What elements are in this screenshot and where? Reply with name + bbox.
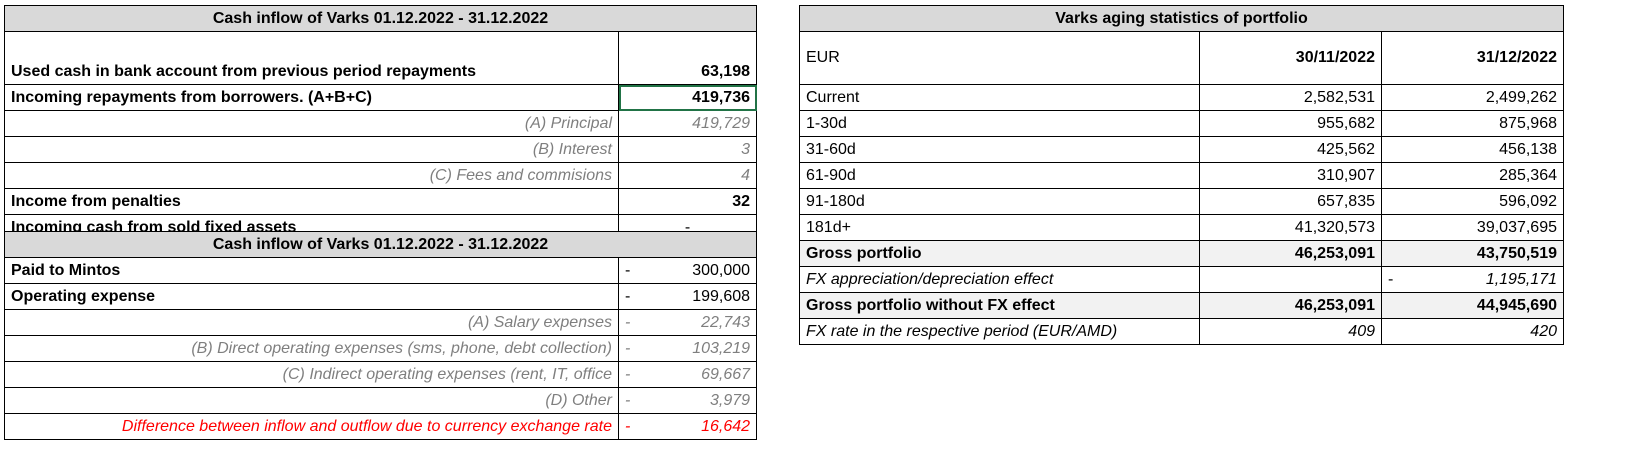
- row-value-2[interactable]: 596,092: [1381, 188, 1564, 215]
- row-sign[interactable]: -: [618, 387, 639, 414]
- row-value[interactable]: 16,642: [638, 413, 758, 440]
- row-sign[interactable]: -: [618, 309, 639, 336]
- row-value[interactable]: 69,667: [638, 361, 758, 388]
- row-value-1[interactable]: 46,253,091: [1199, 292, 1382, 319]
- row-label[interactable]: (A) Salary expenses: [4, 309, 619, 336]
- row-label[interactable]: Used cash in bank account from previous …: [4, 31, 619, 85]
- row-label[interactable]: Operating expense: [4, 283, 619, 310]
- row-sign: -: [1388, 271, 1394, 288]
- row-sign[interactable]: -: [618, 335, 639, 362]
- row-label[interactable]: FX rate in the respective period (EUR/AM…: [799, 318, 1200, 345]
- row-value-1[interactable]: [1199, 266, 1382, 293]
- row-sign[interactable]: -: [618, 283, 639, 310]
- row-value[interactable]: 63,198: [618, 31, 757, 85]
- row-label[interactable]: 61-90d: [799, 162, 1200, 189]
- row-value[interactable]: 199,608: [638, 283, 758, 310]
- row-value[interactable]: 22,743: [638, 309, 758, 336]
- row-value-2[interactable]: 44,945,690: [1381, 292, 1564, 319]
- row-label[interactable]: Gross portfolio without FX effect: [799, 292, 1200, 319]
- row-value-1[interactable]: 409: [1199, 318, 1382, 345]
- row-value-2[interactable]: - 1,195,171: [1381, 266, 1564, 293]
- row-label[interactable]: (D) Other: [4, 387, 619, 414]
- row-label[interactable]: Incoming repayments from borrowers. (A+B…: [4, 84, 619, 111]
- row-value-2[interactable]: 43,750,519: [1381, 240, 1564, 267]
- row-label[interactable]: Paid to Mintos: [4, 257, 619, 284]
- aging-title: Varks aging statistics of portfolio: [799, 5, 1564, 32]
- row-label[interactable]: FX appreciation/depreciation effect: [799, 266, 1200, 293]
- row-value[interactable]: 3: [618, 136, 757, 163]
- header-date-1[interactable]: 30/11/2022: [1199, 31, 1382, 85]
- row-label[interactable]: Current: [799, 84, 1200, 111]
- row-sign[interactable]: -: [618, 257, 639, 284]
- row-value-1[interactable]: 46,253,091: [1199, 240, 1382, 267]
- row-value-1[interactable]: 425,562: [1199, 136, 1382, 163]
- cash-outflow-title: Cash inflow of Varks 01.12.2022 - 31.12.…: [3, 231, 758, 258]
- row-value-1[interactable]: 657,835: [1199, 188, 1382, 215]
- row-sign[interactable]: -: [618, 413, 639, 440]
- row-value-2[interactable]: 420: [1381, 318, 1564, 345]
- row-value[interactable]: 419,729: [618, 110, 757, 137]
- row-label[interactable]: (A) Principal: [4, 110, 619, 137]
- row-label[interactable]: 91-180d: [799, 188, 1200, 215]
- row-value[interactable]: 32: [618, 188, 757, 215]
- row-sign[interactable]: -: [618, 361, 639, 388]
- row-value[interactable]: 3,979: [638, 387, 758, 414]
- row-value-selected-cell[interactable]: 419,736: [618, 84, 757, 111]
- row-label[interactable]: (B) Interest: [4, 136, 619, 163]
- row-value-2[interactable]: 875,968: [1381, 110, 1564, 137]
- header-currency[interactable]: EUR: [799, 31, 1200, 85]
- row-value[interactable]: 4: [618, 162, 757, 189]
- row-value-1[interactable]: 2,582,531: [1199, 84, 1382, 111]
- cash-outflow-table: Cash inflow of Varks 01.12.2022 - 31.12.…: [3, 231, 758, 440]
- cash-inflow-table: Cash inflow of Varks 01.12.2022 - 31.12.…: [4, 5, 757, 241]
- row-label[interactable]: 31-60d: [799, 136, 1200, 163]
- row-value[interactable]: 300,000: [638, 257, 758, 284]
- row-value-1[interactable]: 41,320,573: [1199, 214, 1382, 241]
- row-value[interactable]: 103,219: [638, 335, 758, 362]
- row-value-1[interactable]: 310,907: [1199, 162, 1382, 189]
- header-date-2[interactable]: 31/12/2022: [1381, 31, 1564, 85]
- row-label[interactable]: Income from penalties: [4, 188, 619, 215]
- cash-inflow-title: Cash inflow of Varks 01.12.2022 - 31.12.…: [4, 5, 757, 32]
- row-label[interactable]: Difference between inflow and outflow du…: [4, 413, 619, 440]
- row-label-gross-portfolio[interactable]: Gross portfolio: [799, 240, 1200, 267]
- row-value-2[interactable]: 285,364: [1381, 162, 1564, 189]
- row-label[interactable]: (B) Direct operating expenses (sms, phon…: [4, 335, 619, 362]
- row-label[interactable]: (C) Fees and commisions: [4, 162, 619, 189]
- row-label[interactable]: 1-30d: [799, 110, 1200, 137]
- row-label[interactable]: (C) Indirect operating expenses (rent, I…: [4, 361, 619, 388]
- row-value-2[interactable]: 2,499,262: [1381, 84, 1564, 111]
- row-value-2[interactable]: 456,138: [1381, 136, 1564, 163]
- row-value-2[interactable]: 39,037,695: [1381, 214, 1564, 241]
- row-label[interactable]: 181d+: [799, 214, 1200, 241]
- row-value-1[interactable]: 955,682: [1199, 110, 1382, 137]
- row-value-2-text: 1,195,171: [1485, 271, 1557, 288]
- aging-statistics-table: Varks aging statistics of portfolio EUR …: [799, 5, 1564, 345]
